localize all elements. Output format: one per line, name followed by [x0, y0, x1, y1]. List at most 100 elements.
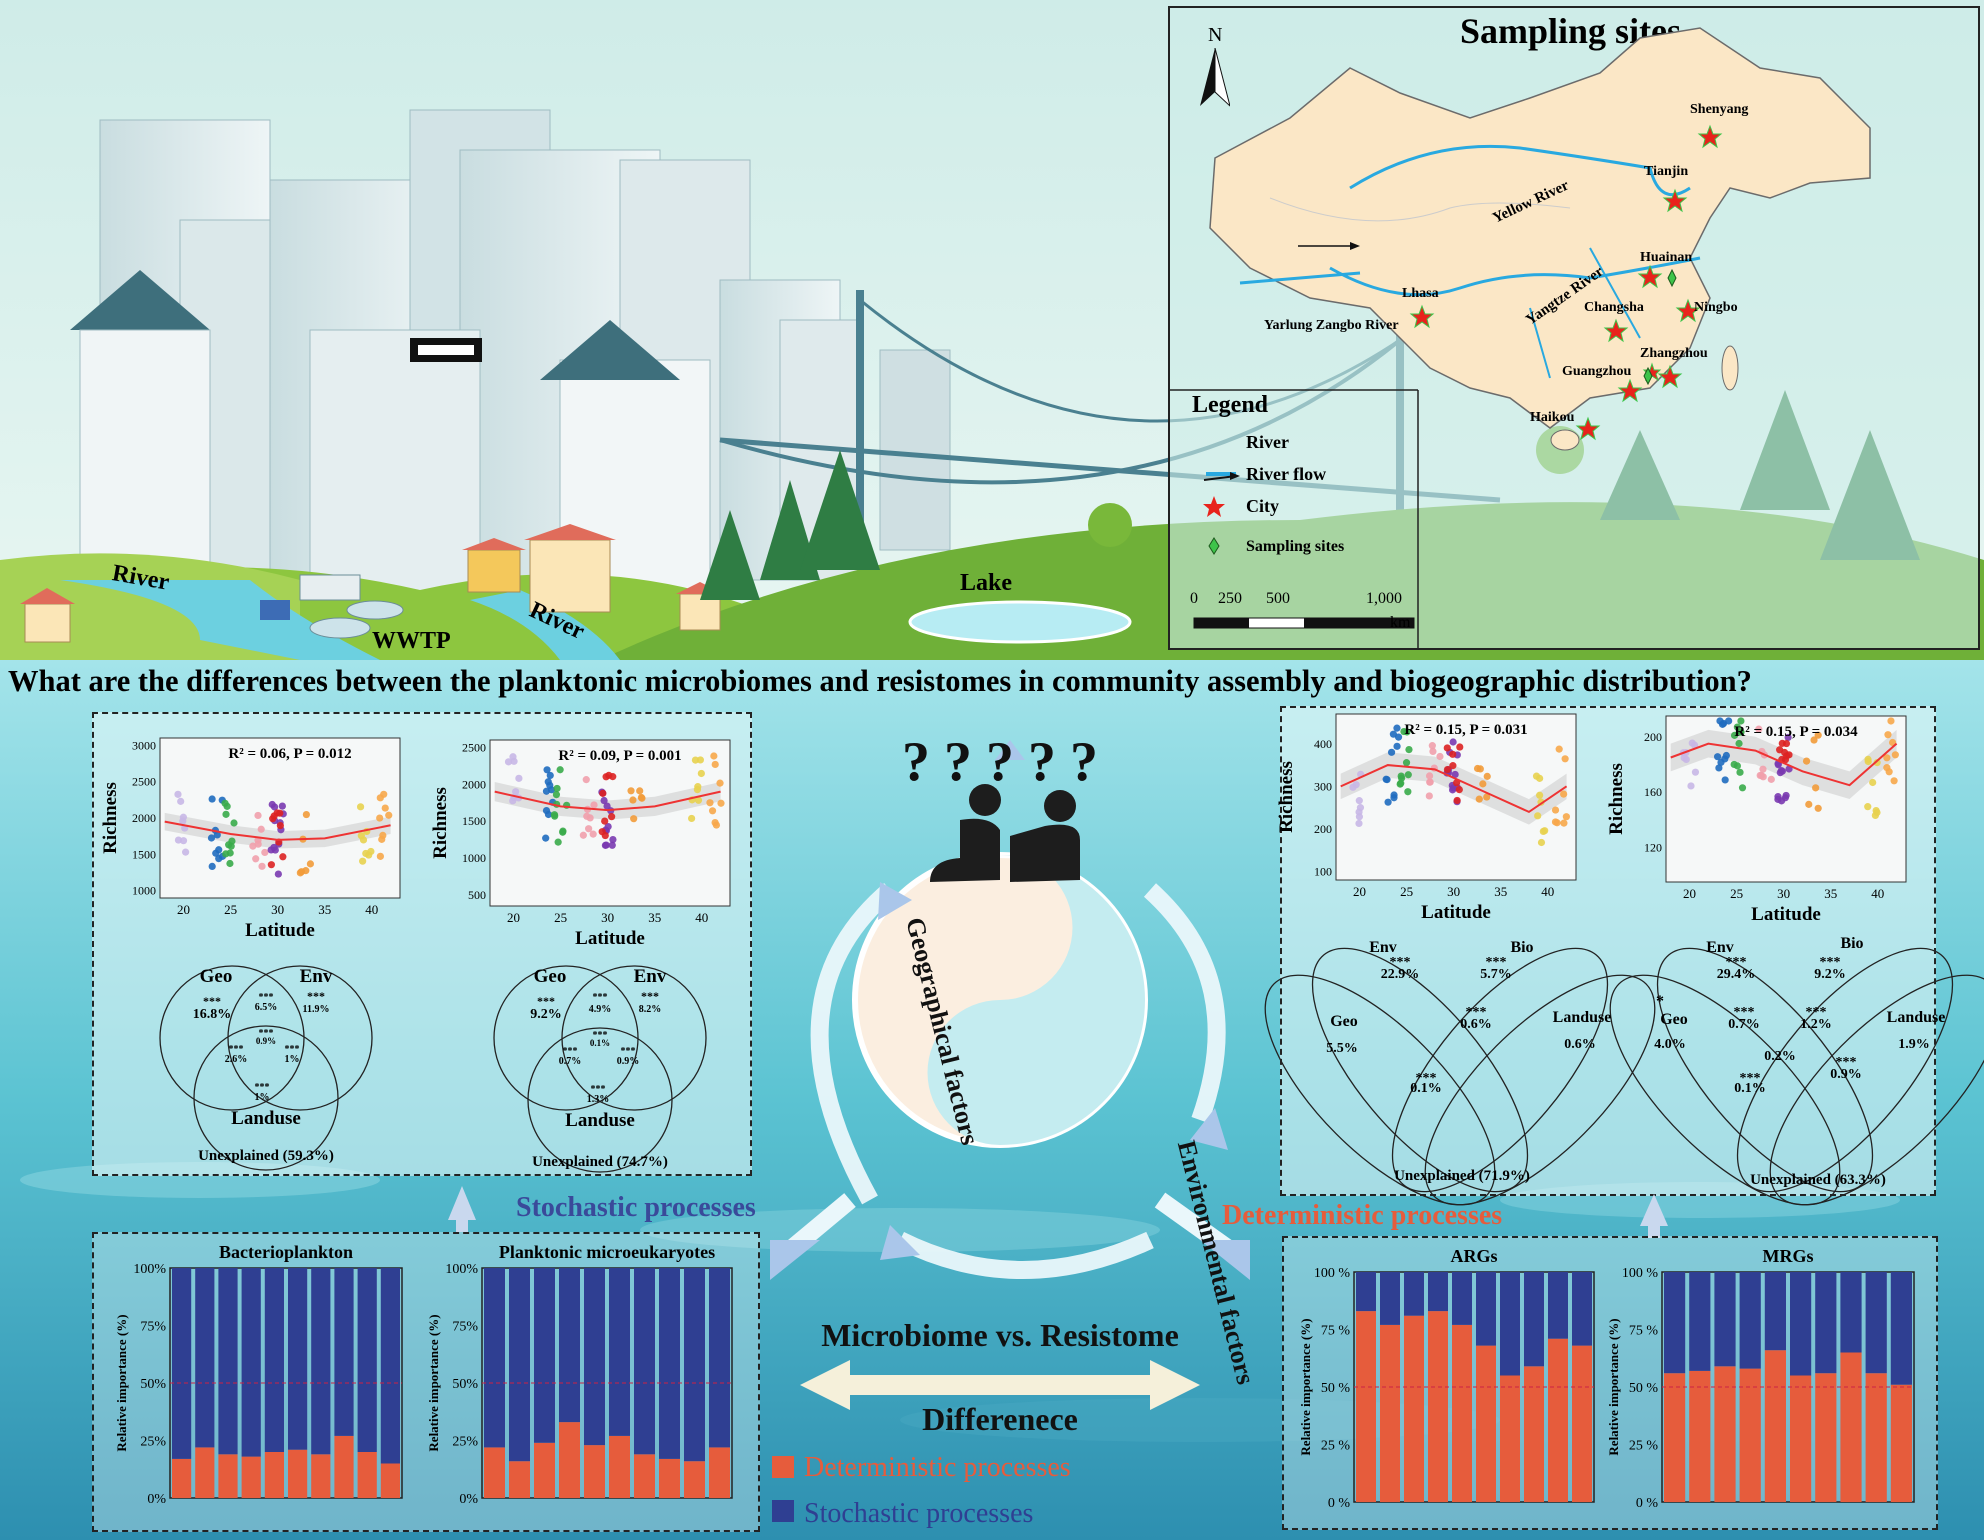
venn2-stars-geo: ***: [537, 994, 555, 1008]
scatter-point: [1715, 764, 1723, 772]
bar-deterministic: [634, 1454, 655, 1498]
bar-stochastic: [357, 1268, 377, 1452]
scatter-point: [1393, 742, 1401, 750]
scatter-point: [254, 811, 262, 820]
venn4-land-value: 1.9%: [1898, 1037, 1930, 1052]
legend-deterministic-swatch: [772, 1456, 794, 1478]
scatter-point: [174, 790, 182, 798]
y-tick-label: 75 %: [1629, 1324, 1659, 1339]
scatter-point: [1713, 753, 1722, 761]
x-tick-label: 35: [318, 902, 331, 917]
venn3-stars-bio: ***: [1486, 955, 1507, 970]
y-tick-label: 3000: [132, 738, 156, 752]
y-axis-label: Relative importance (%): [426, 1314, 441, 1451]
scatter-point: [1864, 803, 1872, 811]
venn3-stars-low: ***: [1416, 1071, 1437, 1086]
bar-stochastic: [1664, 1272, 1686, 1374]
x-tick-label: 35: [1824, 886, 1837, 901]
y-tick-label: 100%: [133, 1262, 166, 1277]
scatter-point: [1405, 745, 1413, 754]
scatter-point: [590, 801, 598, 809]
x-tick-label: 25: [554, 910, 567, 925]
scatter-point: [708, 807, 717, 815]
scatter-point: [504, 758, 513, 766]
bar-stochastic: [534, 1268, 555, 1443]
bar-stochastic: [1689, 1272, 1711, 1371]
fit-annotation: R² = 0.15, P = 0.034: [1734, 724, 1858, 740]
venn1-stars-geo-land: ***: [229, 1044, 244, 1055]
scale-tick-500: 500: [1266, 590, 1290, 607]
venn2-geo-env-value: 4.9%: [589, 1004, 612, 1015]
venn4-stars-right-mid: ***: [1806, 1005, 1827, 1020]
x-tick-label: 40: [1871, 886, 1884, 901]
north-arrow-icon: [1200, 48, 1230, 107]
venn4-bio-value: 9.2%: [1814, 967, 1846, 982]
x-tick-label: 20: [177, 902, 190, 917]
y-tick-label: 0%: [147, 1492, 166, 1507]
fit-annotation: R² = 0.06, P = 0.012: [228, 746, 351, 762]
venn1-landuse-set: Landuse: [231, 1108, 301, 1129]
scatter-point: [1402, 759, 1411, 767]
scatter-point: [270, 812, 278, 820]
venn3-stars-env: ***: [1390, 955, 1411, 970]
bar-deterministic: [1476, 1345, 1496, 1502]
venn2-geo-land-value: 0.7%: [559, 1056, 582, 1067]
x-tick-label: 30: [601, 910, 614, 925]
venn1-geo-set: Geo: [200, 966, 233, 987]
bar-stochastic: [241, 1268, 261, 1457]
sampling-map: Sampling sites N: [1168, 6, 1980, 650]
scatter-point: [1716, 717, 1724, 725]
scatter-point: [1737, 717, 1745, 725]
y-tick-label: 200: [1314, 822, 1332, 836]
scatter-point: [230, 819, 238, 827]
scatter-point: [222, 850, 230, 858]
fit-curve: [1340, 764, 1568, 814]
scatter-point: [276, 809, 284, 817]
thinking-people-icon: [930, 784, 1080, 882]
scatter-point: [546, 771, 554, 780]
x-tick-label: 40: [695, 910, 708, 925]
bar-stochastic: [1428, 1272, 1448, 1312]
venn1-stars-center: ***: [259, 1028, 274, 1039]
venn4-low-value: 0.1%: [1734, 1081, 1766, 1096]
bar-stochastic: [311, 1268, 331, 1455]
venn2-env-land-value: 0.9%: [617, 1056, 640, 1067]
scatter-point: [1449, 750, 1457, 758]
scatter-point: [1883, 764, 1891, 772]
bar-deterministic: [534, 1442, 555, 1498]
scatter-point: [385, 811, 393, 819]
lake-label: Lake: [960, 570, 1013, 596]
bar-chart-3: MRGs 0 % 25 % 50 % 75 % 100 % Relative importa…: [1606, 1246, 1915, 1511]
scatter-point: [1551, 818, 1560, 826]
bar-deterministic: [311, 1454, 331, 1498]
scale-tick-0: 0: [1190, 590, 1198, 607]
venn3-low-value: 0.1%: [1410, 1081, 1442, 1096]
scatter-point: [1755, 725, 1763, 733]
venn4-landuse-set: Landuse: [1887, 1009, 1946, 1026]
scatter-point: [274, 870, 282, 878]
bar-deterministic: [1428, 1311, 1448, 1502]
bar-deterministic: [1865, 1373, 1887, 1502]
scatter-point: [306, 860, 315, 868]
bar-deterministic: [264, 1452, 284, 1498]
scatter-point: [1349, 783, 1357, 791]
bar-deterministic: [334, 1435, 354, 1498]
bar-deterministic: [218, 1454, 238, 1498]
scatter-point: [258, 862, 266, 870]
y-tick-label: 50 %: [1321, 1381, 1351, 1396]
y-tick-label: 0 %: [1328, 1496, 1351, 1511]
scatter-plot-3: R² = 0.15, P = 0.034 20 25 30 35 40 120 160 200 L…: [1606, 715, 1907, 925]
y-axis-label: Richness: [100, 782, 121, 854]
scatter-point: [208, 862, 216, 870]
scatter-point: [267, 846, 275, 854]
scatter-point: [1384, 798, 1392, 806]
scatter-point: [1449, 762, 1457, 770]
venn2-landuse-set: Landuse: [565, 1110, 635, 1131]
venn1-unexplained: Unexplained (59.3%): [198, 1148, 334, 1164]
y-tick-label: 100: [1314, 864, 1332, 878]
venn3-geo-set: Geo: [1330, 1013, 1358, 1030]
y-tick-label: 1000: [132, 884, 156, 898]
scatter-point: [717, 799, 725, 807]
bar-stochastic: [288, 1268, 308, 1450]
